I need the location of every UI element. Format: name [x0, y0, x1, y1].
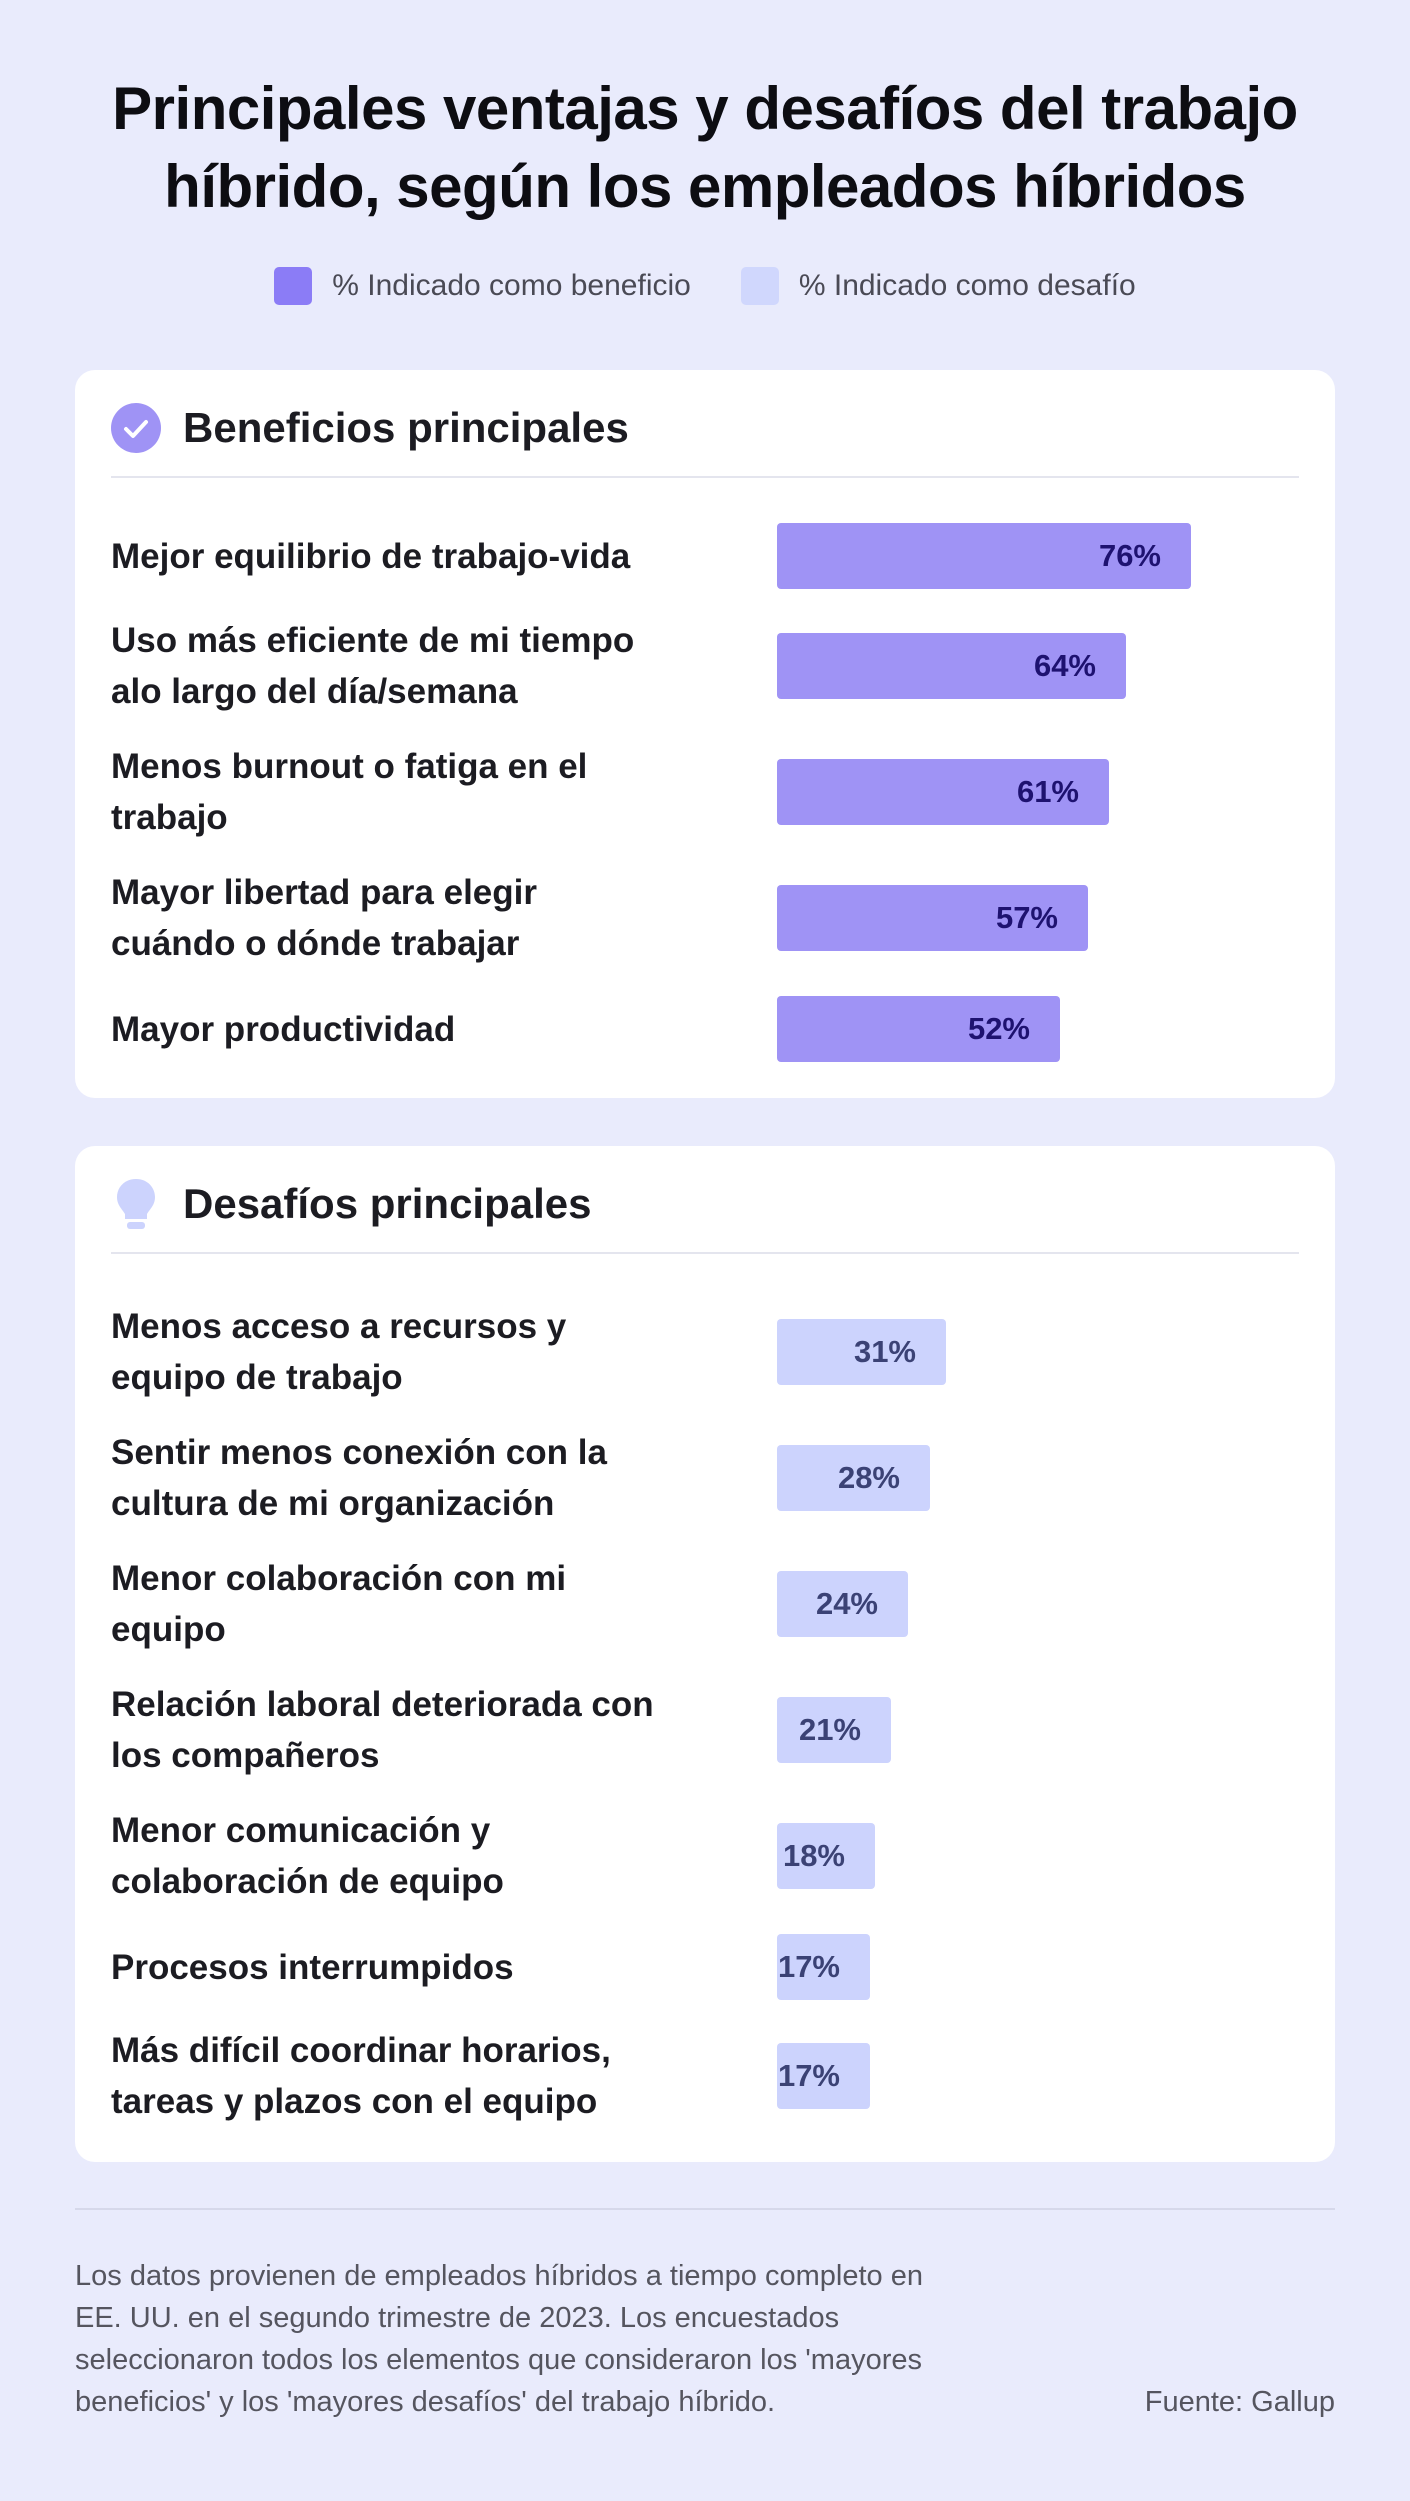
benefit-category-label: Menos burnout o fatiga en el trabajo [111, 741, 711, 843]
benefit-category-label: Mayor productividad [111, 1004, 711, 1055]
challenge-category-label-line: cultura de mi organización [111, 1484, 555, 1523]
challenge-bar: 17% [777, 2043, 870, 2109]
benefit-row: Uso más eficiente de mi tiempo alo largo … [111, 621, 1301, 711]
footnote-line-3: seleccionaron todos los elementos que co… [75, 2344, 923, 2376]
benefit-category-label-line: Mejor equilibrio de trabajo-vida [111, 537, 631, 576]
footnote-line-1: Los datos provienen de empleados híbrido… [75, 2260, 923, 2292]
benefit-bar: 52% [777, 996, 1060, 1062]
benefit-category-label-line: Mayor libertad para elegir [111, 873, 537, 912]
legend-swatch-challenge [740, 267, 779, 305]
challenge-value-label: 17% [777, 2058, 840, 2093]
benefits-title: Beneficios principales [183, 404, 629, 451]
challenge-category-label-line: Más difícil coordinar horarios, [111, 2031, 611, 2070]
challenge-row: Relación laboral deteriorada con los comp… [111, 1685, 1301, 1775]
challenge-category-label-line: Procesos interrumpidos [111, 1948, 514, 1987]
challenge-category-label: Relación laboral deteriorada con los comp… [111, 1679, 711, 1781]
benefit-value-label: 64% [1033, 648, 1096, 683]
challenge-row: Menos acceso a recursos y equipo de traba… [111, 1307, 1301, 1397]
benefit-category-label-line: Uso más eficiente de mi tiempo [111, 621, 635, 660]
legend-item-challenge: % Indicado como desafío [740, 267, 1136, 305]
benefit-value-label: 52% [967, 1011, 1030, 1046]
legend-label-benefit: % Indicado como beneficio [332, 269, 691, 302]
source-credit: Fuente: Gallup [1144, 2386, 1335, 2418]
challenge-bar: 31% [777, 1319, 946, 1385]
challenge-value-label: 18% [782, 1838, 845, 1873]
challenges-header: Desafíos principales [111, 1146, 1299, 1254]
benefits-header: Beneficios principales [111, 370, 1299, 478]
challenge-row: Procesos interrumpidos 17% [111, 1934, 1301, 2000]
challenge-category-label-line: tareas y plazos con el equipo [111, 2082, 598, 2121]
benefit-row: Mayor libertad para elegir cuándo o dónde… [111, 873, 1301, 963]
footer-divider [75, 2208, 1335, 2210]
challenge-value-label: 21% [798, 1712, 861, 1747]
benefit-value-label: 57% [995, 900, 1058, 935]
challenge-category-label: Menor colaboración con mi equipo [111, 1553, 711, 1655]
benefit-bar: 61% [777, 759, 1109, 825]
challenge-category-label-line: equipo [111, 1610, 226, 1649]
benefit-row: Menos burnout o fatiga en el trabajo 61% [111, 747, 1301, 837]
challenge-row: Sentir menos conexión con la cultura de m… [111, 1433, 1301, 1523]
benefits-card: Beneficios principales Mejor equilibrio … [75, 370, 1335, 1098]
benefit-bar: 57% [777, 885, 1088, 951]
challenge-value-label: 17% [777, 1949, 840, 1984]
challenge-category-label-line: Relación laboral deteriorada con [111, 1685, 654, 1724]
challenge-value-label: 24% [815, 1586, 878, 1621]
challenge-category-label-line: colaboración de equipo [111, 1862, 504, 1901]
chart-title-line-2: híbrido, según los empleados híbridos [164, 153, 1246, 220]
benefit-category-label-line: cuándo o dónde trabajar [111, 924, 520, 963]
challenge-category-label: Sentir menos conexión con la cultura de m… [111, 1427, 711, 1529]
challenge-value-label: 31% [853, 1334, 916, 1369]
challenge-category-label-line: Menor colaboración con mi [111, 1559, 567, 1598]
legend: % Indicado como beneficio % Indicado com… [0, 266, 1410, 306]
footnote: Los datos provienen de empleados híbrido… [75, 2255, 1035, 2423]
challenge-bar: 21% [777, 1697, 891, 1763]
challenge-row: Menor colaboración con mi equipo 24% [111, 1559, 1301, 1649]
legend-swatch-benefit [274, 267, 313, 305]
benefit-category-label: Mejor equilibrio de trabajo-vida [111, 531, 711, 582]
challenge-category-label-line: Sentir menos conexión con la [111, 1433, 607, 1472]
chart-title-line-1: Principales ventajas y desafíos del trab… [112, 75, 1298, 142]
challenge-bar: 17% [777, 1934, 870, 2000]
challenge-category-label: Procesos interrumpidos [111, 1942, 711, 1993]
legend-item-benefit: % Indicado como beneficio [274, 267, 691, 305]
checkmark-circle-icon [111, 403, 161, 453]
challenge-bar: 24% [777, 1571, 908, 1637]
benefit-category-label-line: Menos burnout o fatiga en el [111, 747, 588, 786]
footnote-line-4: beneficios' y los 'mayores desafíos' del… [75, 2386, 776, 2418]
challenges-title: Desafíos principales [183, 1180, 592, 1227]
legend-label-challenge: % Indicado como desafío [798, 269, 1136, 302]
chart-title: Principales ventajas y desafíos del trab… [0, 70, 1410, 226]
benefit-value-label: 61% [1016, 774, 1079, 809]
challenges-card: Desafíos principales Menos acceso a recu… [75, 1146, 1335, 2162]
challenge-bar: 28% [777, 1445, 930, 1511]
benefit-bar: 76% [777, 523, 1191, 589]
benefit-row: Mayor productividad 52% [111, 996, 1301, 1062]
benefit-category-label-line: trabajo [111, 798, 228, 837]
challenge-category-label-line: equipo de trabajo [111, 1358, 403, 1397]
footnote-line-2: EE. UU. en el segundo trimestre de 2023.… [75, 2302, 840, 2334]
benefit-value-label: 76% [1098, 538, 1161, 573]
lightbulb-icon [111, 1179, 161, 1229]
challenge-category-label-line: los compañeros [111, 1736, 380, 1775]
challenge-bar: 18% [777, 1823, 875, 1889]
challenge-category-label-line: Menor comunicación y [111, 1811, 491, 1850]
challenge-row: Más difícil coordinar horarios, tareas y … [111, 2031, 1301, 2121]
challenge-row: Menor comunicación y colaboración de equi… [111, 1811, 1301, 1901]
benefit-category-label-line: Mayor productividad [111, 1010, 456, 1049]
challenge-category-label: Menos acceso a recursos y equipo de traba… [111, 1301, 711, 1403]
benefit-row: Mejor equilibrio de trabajo-vida 76% [111, 523, 1301, 589]
benefit-bar: 64% [777, 633, 1126, 699]
challenge-category-label-line: Menos acceso a recursos y [111, 1307, 567, 1346]
benefit-category-label: Uso más eficiente de mi tiempo alo largo … [111, 615, 711, 717]
challenge-value-label: 28% [837, 1460, 900, 1495]
challenge-category-label: Más difícil coordinar horarios, tareas y … [111, 2025, 711, 2127]
benefit-category-label-line: alo largo del día/semana [111, 672, 518, 711]
benefit-category-label: Mayor libertad para elegir cuándo o dónde… [111, 867, 711, 969]
challenge-category-label: Menor comunicación y colaboración de equi… [111, 1805, 711, 1907]
